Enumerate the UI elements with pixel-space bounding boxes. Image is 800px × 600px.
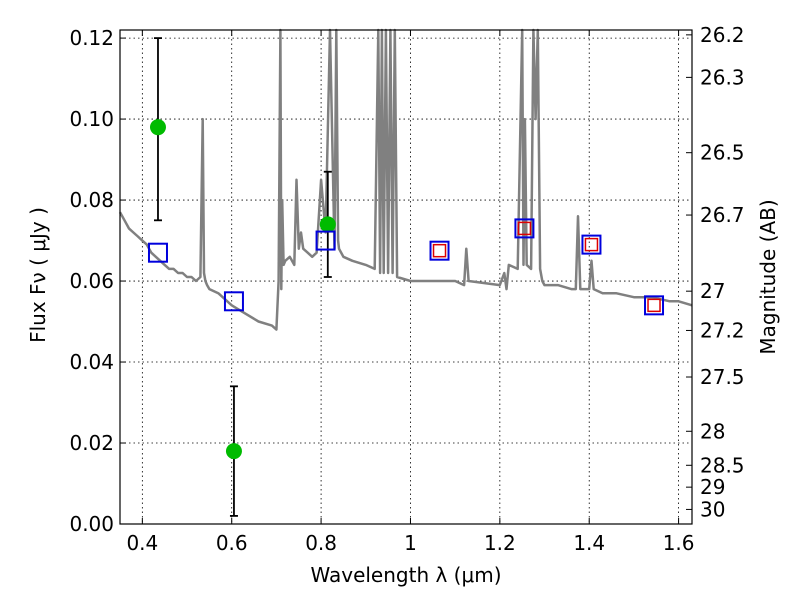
y2-tick-label: 27.5 [700, 365, 745, 389]
y2-tick-label: 27 [700, 279, 725, 303]
y2-tick-label: 26.7 [700, 203, 745, 227]
y-tick-label: 0.10 [69, 107, 114, 131]
x-tick-label: 0.8 [305, 531, 337, 555]
y2-axis-title: Magnitude (AB) [756, 199, 780, 354]
plot-frame [119, 29, 693, 525]
model-flux-square [644, 295, 665, 316]
y2-tick-label: 28 [700, 419, 725, 443]
x-tick-label: 0.4 [126, 531, 158, 555]
x-tick-label: 1 [404, 531, 417, 555]
y-tick-label: 0.04 [69, 350, 114, 374]
model-flux-inner-square [432, 243, 447, 258]
y2-tick-label: 27.2 [700, 318, 745, 342]
model-flux-square [514, 218, 535, 239]
y-tick-label: 0.08 [69, 188, 114, 212]
spectrum-line [118, 28, 693, 331]
x-tick-label: 1.6 [663, 531, 695, 555]
x-tick-label: 1.4 [573, 531, 605, 555]
y2-tick-label: 30 [700, 497, 725, 521]
model-flux-square [147, 242, 168, 263]
y2-tick-label: 28.5 [700, 453, 745, 477]
y-axis-title: Flux Fν ( μJy ) [26, 207, 50, 343]
y-tick-label: 0.06 [69, 269, 114, 293]
y2-tick-label: 26.3 [700, 65, 745, 89]
x-tick-label: 0.6 [216, 531, 248, 555]
y2-tick-label: 26.2 [700, 23, 745, 47]
model-flux-square [315, 230, 336, 251]
axis-ticks: 0.4 0.6 0.8 1 1.2 1.4 1.6 0.00 0.02 0.04 0.06 0.08 0… [69, 23, 744, 555]
model-flux-inner-square [517, 221, 532, 236]
model-flux-inner-square [647, 298, 661, 313]
model-flux-square [429, 240, 450, 261]
x-axis-title: Wavelength λ (μm) [310, 563, 501, 587]
x-tick-label: 1.2 [484, 531, 516, 555]
y2-tick-label: 29 [700, 475, 725, 499]
photometry-point [149, 119, 166, 136]
model-flux-inner-square [584, 237, 599, 252]
model-flux-square [223, 291, 244, 312]
photometry-point [319, 216, 336, 233]
model-flux-square [581, 234, 602, 255]
y-tick-label: 0.00 [69, 512, 114, 536]
y2-tick-label: 26.5 [700, 141, 745, 165]
y-tick-label: 0.12 [69, 26, 114, 50]
photometry-point [225, 443, 242, 460]
plot-area [118, 28, 693, 517]
y-tick-label: 0.02 [69, 431, 114, 455]
